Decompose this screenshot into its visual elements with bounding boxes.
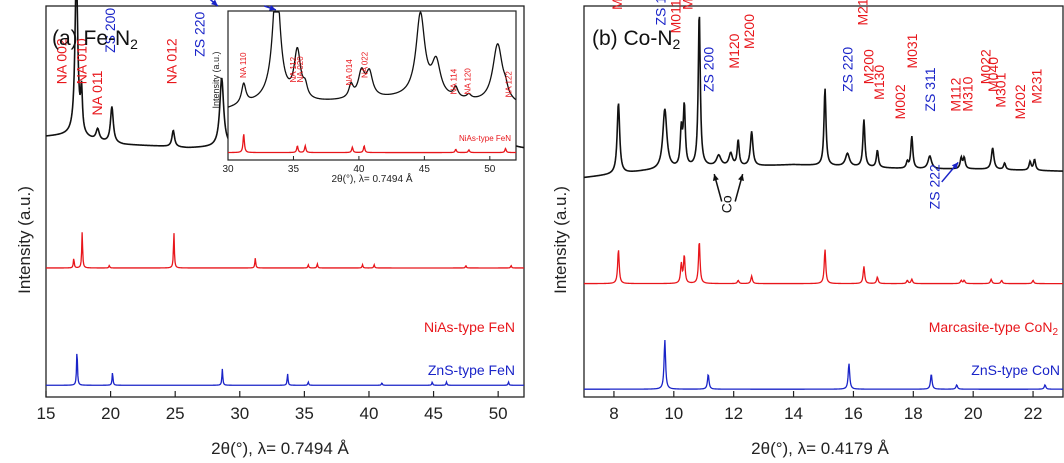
x-tick-label: 35 — [295, 404, 314, 423]
peak-label: NA 011 — [89, 70, 105, 115]
x-tick-label: 8 — [609, 404, 618, 423]
series-label-nias-fen: NiAs-type FeN — [424, 319, 515, 335]
inset-x-tick-label: 35 — [288, 164, 300, 175]
x-tick-label: 20 — [101, 404, 120, 423]
peak-label: M002 — [892, 84, 908, 119]
peak-label: M022 — [977, 49, 993, 84]
peak-label: ZS 222 — [926, 164, 942, 209]
series-line-2 — [46, 353, 524, 386]
panel-b-x-axis: 8 10 12 14 16 18 20 22 — [609, 391, 1043, 423]
x-tick-label: 22 — [1024, 404, 1043, 423]
inset-legend: NiAs-type FeN — [459, 134, 511, 143]
x-tick-label: 16 — [844, 404, 863, 423]
panel-a-ylabel: Intensity (a.u.) — [15, 186, 34, 294]
peak-label: Co — [718, 195, 734, 213]
series-label-zns-fen: ZnS-type FeN — [428, 362, 515, 378]
series-line-2 — [584, 339, 1063, 390]
x-tick-label: 14 — [784, 404, 803, 423]
series-line-1 — [46, 232, 524, 269]
arrow-head — [712, 174, 719, 182]
peak-label: ZS 111 — [653, 0, 669, 26]
inset-ylabel: Intensity (a.u.) — [211, 51, 221, 108]
panel-b-plot-area — [583, 16, 1064, 390]
inset-experimental-line — [227, 10, 517, 108]
x-tick-label: 18 — [904, 404, 923, 423]
peak-label: M310 — [959, 76, 975, 111]
x-tick-label: 25 — [166, 404, 185, 423]
peak-label: M301 — [992, 72, 1008, 107]
peak-label: M011 — [668, 0, 684, 33]
panel-a-frame — [45, 5, 525, 398]
arrow-head — [951, 162, 959, 170]
peak-label: M110 — [609, 0, 625, 10]
x-tick-label: 20 — [964, 404, 983, 423]
panel-a-xlabel: 2θ(°), λ= 0.7494 Å — [211, 439, 349, 458]
inset-x-tick-label: 40 — [353, 164, 365, 175]
peak-label: M130 — [871, 65, 887, 100]
peak-label: M031 — [904, 33, 920, 68]
series-label-zns-con: ZnS-type CoN — [971, 362, 1060, 378]
inset-peak-label: NA 122 — [505, 71, 514, 98]
inset-peak-label: NA 014 — [345, 59, 354, 86]
peak-label: M020 — [679, 0, 695, 10]
x-tick-label: 10 — [664, 404, 683, 423]
panel-b-title: (b) Co-N2 — [592, 27, 681, 52]
inset-x-tick-label: 45 — [419, 164, 431, 175]
inset-peak-label: NA 112 — [289, 56, 298, 82]
x-tick-label: 30 — [230, 404, 249, 423]
peak-label: M120 — [726, 33, 742, 68]
peak-label: ZS 220 — [840, 47, 856, 92]
x-tick-label: 40 — [360, 404, 379, 423]
series-label-marcasite-con2: Marcasite-type CoN2 — [929, 319, 1059, 338]
peak-label: M112 — [947, 77, 963, 111]
peak-label: M200 — [861, 49, 877, 84]
inset-peak-label: NA 114 — [450, 68, 459, 94]
x-tick-label: 15 — [37, 404, 56, 423]
peak-label: M040 — [985, 57, 1001, 92]
peak-label: ZS 200 — [700, 47, 716, 92]
inset-x-axis: 30 35 40 45 50 — [222, 156, 496, 175]
inset-peak-label: NA 110 — [239, 52, 248, 78]
panel-b-xlabel: 2θ(°), λ= 0.4179 Å — [751, 439, 889, 458]
peak-label: M211 — [855, 0, 871, 26]
peak-label: ZS 200 — [102, 8, 118, 53]
peak-label: M200 — [741, 14, 757, 49]
inset-xlabel: 2θ(°), λ= 0.7494 Å — [332, 172, 413, 185]
inset-x-tick-label: 50 — [484, 164, 496, 175]
arrow-head — [211, 0, 218, 6]
x-tick-label: 50 — [489, 404, 508, 423]
series-line-0 — [583, 16, 1064, 179]
x-tick-label: 45 — [424, 404, 443, 423]
panel-b-peak-labels: M110ZS 111M011M020M101ZS 200M120M200M121… — [609, 0, 1044, 213]
inset-reference-line — [228, 134, 517, 154]
inset-peak-label: NA 120 — [463, 68, 472, 95]
series-line-1 — [584, 242, 1063, 285]
inset-series — [227, 10, 517, 154]
peak-label: NA 010 — [74, 38, 90, 84]
peak-label: M202 — [1012, 84, 1028, 119]
inset-peak-label: NA 020 — [296, 56, 305, 83]
panel-b-frame — [583, 5, 1064, 398]
panel-a-x-axis: 15 20 25 30 35 40 45 50 — [37, 391, 508, 423]
inset-x-tick-label: 30 — [222, 164, 234, 175]
peak-label: ZS 220 — [192, 11, 208, 56]
peak-label: ZS 311 — [922, 67, 938, 111]
peak-label: M231 — [1028, 69, 1044, 104]
panel-a-title: (a) Fe-N2 — [52, 27, 138, 52]
panel-b-ylabel: Intensity (a.u.) — [551, 186, 570, 294]
peak-label: NA 012 — [163, 38, 179, 84]
inset-peak-label: NA 022 — [361, 51, 370, 78]
peak-label: NA 002 — [53, 38, 69, 84]
panel-b-co-n2: Intensity (a.u.) 8 10 12 14 16 18 20 22 M110 ZS … — [551, 0, 1064, 458]
arrow-head — [269, 5, 276, 11]
panel-a-fe-n2: Intensity (a.u.) 15 20 25 30 35 40 45 50 NA 002… — [15, 0, 525, 458]
x-tick-label: 12 — [724, 404, 743, 423]
inset-frame — [227, 10, 517, 161]
arrow-head — [738, 174, 744, 182]
